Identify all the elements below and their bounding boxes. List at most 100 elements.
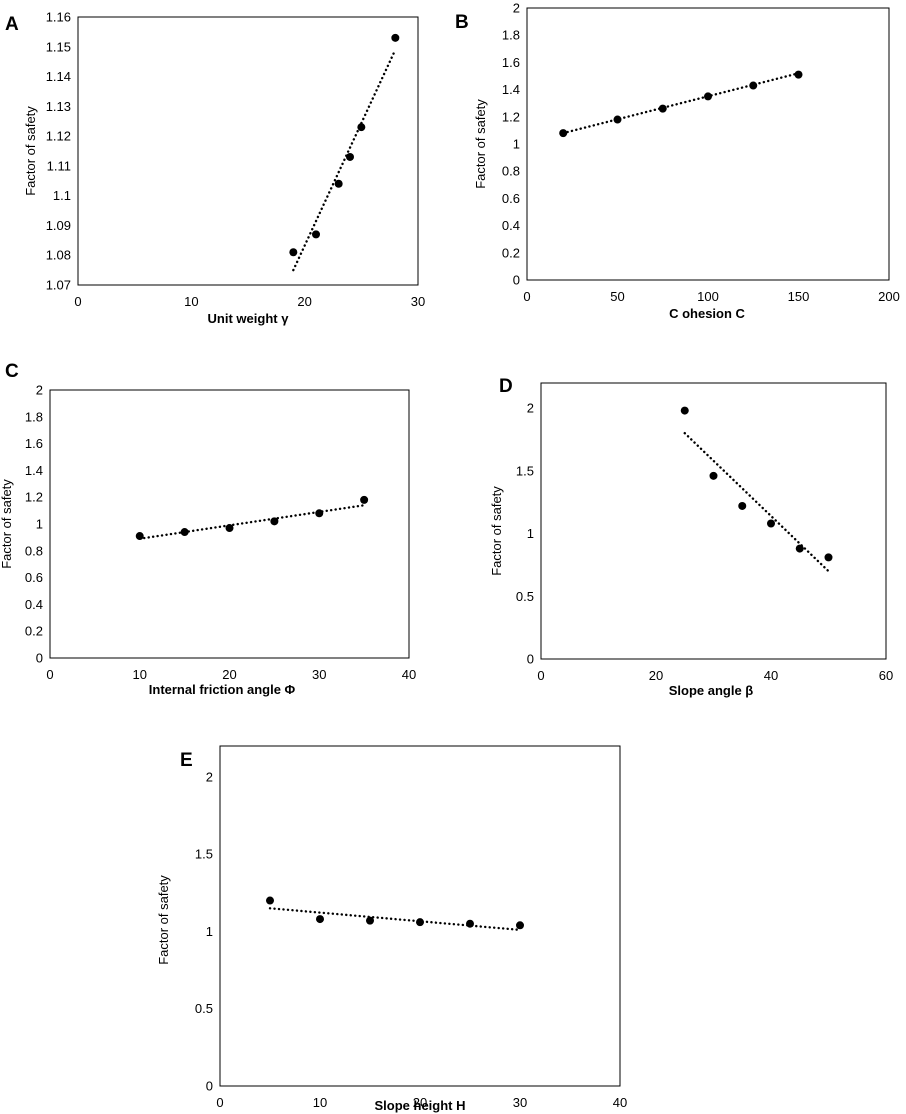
- panel-letter-D: D: [499, 376, 513, 397]
- y-tick-label-E: 2: [206, 769, 213, 784]
- x-tick-label-A: 20: [297, 294, 311, 309]
- data-point-A: [346, 152, 354, 161]
- y-tick-label-D: 1.5: [516, 463, 534, 478]
- y-tick-label-A: 1.15: [46, 39, 71, 54]
- y-tick-label-B: 1.6: [502, 55, 520, 70]
- y-tick-label-B: 0.8: [502, 164, 520, 179]
- data-point-C: [270, 517, 279, 526]
- data-point-D: [709, 471, 718, 480]
- y-tick-label-D: 0.5: [516, 589, 534, 604]
- x-tick-label-B: 200: [878, 289, 900, 304]
- trendline-E: [268, 907, 522, 932]
- x-tick-label-B: 0: [523, 289, 530, 304]
- data-point-C: [135, 532, 144, 541]
- data-point-A: [391, 33, 400, 42]
- data-point-E: [266, 896, 274, 905]
- x-tick-label-E: 30: [513, 1095, 527, 1110]
- y-tick-label-A: 1.16: [46, 10, 71, 25]
- x-tick-label-C: 10: [133, 667, 147, 682]
- y-tick-label-E: 0: [206, 1079, 213, 1094]
- x-tick-label-A: 10: [184, 294, 198, 309]
- x-tick-label-E: 10: [313, 1095, 327, 1110]
- y-tick-label-A: 1.13: [46, 99, 71, 114]
- data-point-B: [559, 129, 568, 138]
- x-tick-label-B: 150: [788, 289, 810, 304]
- data-point-B: [794, 70, 803, 79]
- data-point-E: [466, 919, 474, 928]
- y-tick-label-C: 0: [36, 651, 43, 666]
- y-tick-label-E: 1.5: [195, 847, 213, 862]
- x-axis-label-E: Slope height H: [375, 1098, 466, 1113]
- y-tick-label-C: 1: [36, 517, 43, 532]
- panel-letter-E: E: [180, 750, 193, 771]
- x-axis-label-C: Internal friction angle Φ: [149, 682, 296, 697]
- x-axis-label-B: C ohesion C: [669, 306, 745, 321]
- y-tick-label-B: 0: [513, 273, 520, 288]
- x-tick-label-C: 20: [222, 667, 236, 682]
- y-tick-label-C: 0.2: [25, 624, 43, 639]
- chart-panel-D: D 00.511.520 20 40 60 Factor of safety Slop…: [489, 376, 893, 698]
- y-tick-label-E: 1: [206, 924, 213, 939]
- x-tick-label-E: 40: [613, 1095, 627, 1110]
- y-tick-label-C: 1.6: [25, 436, 43, 451]
- y-tick-label-D: 1: [527, 526, 534, 541]
- y-tick-label-C: 2: [36, 383, 43, 398]
- trendline-D: [683, 431, 830, 573]
- data-point-A: [357, 123, 366, 132]
- data-point-E: [516, 921, 524, 930]
- x-tick-label-C: 40: [402, 667, 416, 682]
- data-point-B: [613, 115, 622, 124]
- y-tick-label-E: 0.5: [195, 1001, 213, 1016]
- y-tick-label-A: 1.07: [46, 278, 71, 293]
- data-point-D: [738, 501, 747, 510]
- plot-frame-A: [77, 16, 419, 286]
- plot-frame-D: [540, 382, 887, 660]
- y-tick-label-B: 1.2: [502, 109, 520, 124]
- y-tick-label-C: 0.4: [25, 597, 43, 612]
- data-point-D: [795, 544, 804, 553]
- x-tick-label-D: 40: [764, 668, 778, 683]
- x-tick-label-B: 100: [697, 289, 719, 304]
- chart-panel-C: C 00.20.40.60.811.21.41.61.820 10 20 30 40 F…: [0, 361, 416, 697]
- data-point-B: [749, 81, 758, 90]
- data-point-E: [416, 918, 424, 927]
- y-tick-label-B: 1.8: [502, 28, 520, 43]
- y-axis-label-D: Factor of safety: [489, 486, 504, 576]
- y-tick-label-B: 0.2: [502, 245, 520, 260]
- panel-letter-C: C: [5, 361, 19, 382]
- x-tick-label-D: 0: [537, 668, 544, 683]
- y-tick-label-D: 2: [527, 401, 534, 416]
- data-point-A: [312, 230, 320, 239]
- y-axis-label-E: Factor of safety: [156, 875, 171, 965]
- data-point-C: [180, 528, 189, 537]
- x-tick-label-C: 30: [312, 667, 326, 682]
- y-tick-label-B: 0.6: [502, 191, 520, 206]
- y-tick-label-A: 1.08: [46, 248, 71, 263]
- y-axis-label-C: Factor of safety: [0, 479, 14, 569]
- trendline-A: [292, 48, 397, 272]
- plot-frame-C: [49, 389, 410, 659]
- data-point-C: [360, 495, 369, 504]
- x-tick-label-A: 30: [411, 294, 425, 309]
- chart-panel-E: E 00.511.520 10 20 30 40 Factor of safety Sl…: [156, 745, 627, 1113]
- data-point-B: [704, 92, 712, 101]
- panel-letter-B: B: [455, 12, 469, 33]
- y-axis-label-A: Factor of safety: [23, 106, 38, 196]
- x-axis-label-D: Slope angle β: [669, 683, 754, 698]
- y-tick-label-A: 1.14: [46, 69, 71, 84]
- y-tick-label-A: 1.1: [53, 188, 71, 203]
- trendline-B: [562, 72, 800, 135]
- data-point-C: [315, 509, 324, 518]
- y-tick-label-A: 1.11: [47, 158, 71, 173]
- y-tick-label-B: 2: [513, 1, 520, 16]
- chart-panel-A: A 1.07 1.08 1.09 1.1 1.11 1.12 1.13 1.14 1.15 1.1…: [5, 10, 425, 327]
- data-point-D: [824, 553, 833, 562]
- x-tick-label-D: 20: [649, 668, 663, 683]
- y-tick-label-A: 1.12: [46, 129, 71, 144]
- y-tick-label-D: 0: [527, 652, 534, 667]
- y-axis-label-B: Factor of safety: [473, 99, 488, 189]
- data-point-A: [289, 248, 298, 257]
- data-point-D: [680, 406, 689, 415]
- y-tick-label-B: 0.4: [502, 218, 520, 233]
